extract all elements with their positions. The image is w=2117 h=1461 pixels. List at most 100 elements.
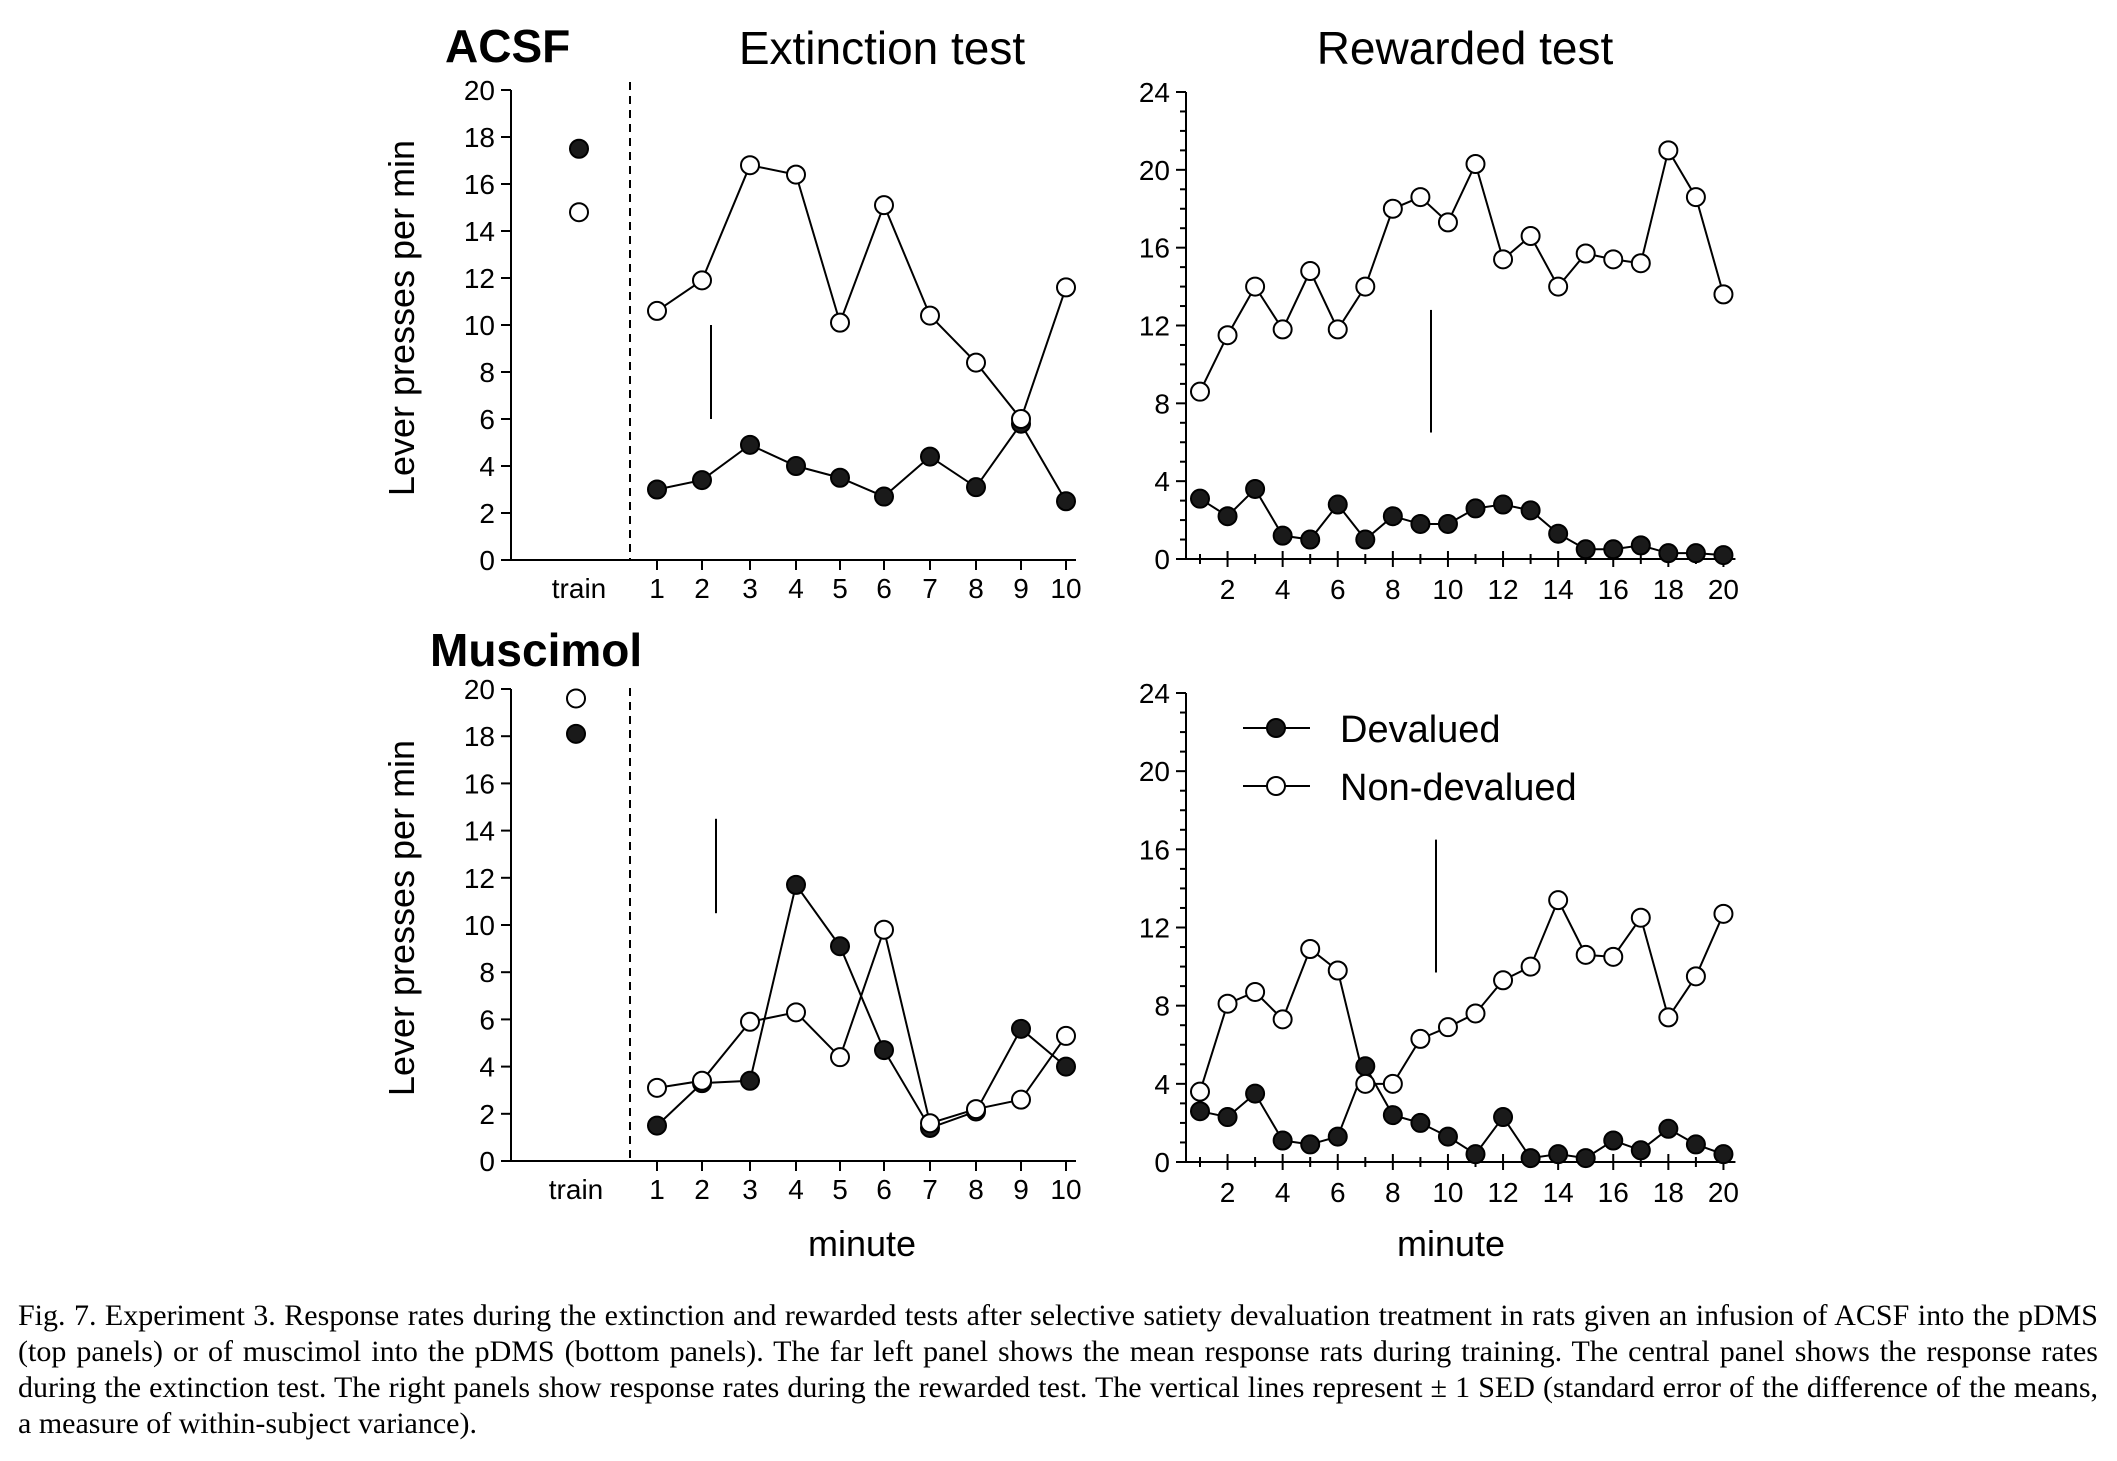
data-point-non-devalued xyxy=(1658,1007,1679,1028)
data-point-non-devalued xyxy=(1603,946,1624,967)
data-point-non-devalued xyxy=(1327,960,1348,981)
series-line-devalued xyxy=(656,882,1067,1130)
data-point-devalued xyxy=(1190,1101,1210,1122)
series-line-non-devalued xyxy=(656,926,1067,1125)
data-point-devalued xyxy=(786,874,806,895)
data-point-devalued xyxy=(1548,523,1569,544)
data-point-devalued xyxy=(1465,1144,1486,1165)
data-point-devalued xyxy=(647,479,667,500)
y-tick-label: 0 xyxy=(479,1146,495,1177)
x-tick-label: 7 xyxy=(922,573,938,604)
data-point-non-devalued xyxy=(1272,319,1293,340)
x-tick-label: 6 xyxy=(1330,1177,1346,1208)
data-point-non-devalued xyxy=(1520,225,1541,246)
figure-caption: Fig. 7. Experiment 3. Response rates dur… xyxy=(18,1299,2098,1440)
title-rewarded-test: Rewarded test xyxy=(1317,22,1614,74)
data-point-non-devalued xyxy=(874,919,894,940)
data-point-devalued xyxy=(1713,1144,1734,1165)
data-point-devalued xyxy=(874,486,894,507)
data-point-non-devalued xyxy=(874,195,894,216)
data-point-non-devalued xyxy=(1190,381,1210,402)
data-point-devalued xyxy=(1056,491,1076,512)
figure: ACSF Muscimol Extinction test Rewarded t… xyxy=(381,20,1739,1264)
data-point-non-devalued xyxy=(1493,970,1514,991)
x-tick-label: 4 xyxy=(788,1174,804,1205)
data-point-devalued xyxy=(1272,525,1293,546)
x-tick-label: 10 xyxy=(1432,574,1463,605)
data-point-devalued xyxy=(1272,1130,1293,1151)
x-tick-label: 6 xyxy=(1330,574,1346,605)
data-point-devalued xyxy=(1300,529,1321,550)
data-point-non-devalued xyxy=(786,1002,806,1023)
x-tick-label: 20 xyxy=(1708,574,1739,605)
legend: Devalued Non-devalued xyxy=(1243,709,1577,809)
x-axis-label-left: minute xyxy=(808,1223,916,1264)
x-tick-label: 8 xyxy=(1385,1177,1401,1208)
x-tick-label: 16 xyxy=(1598,1177,1629,1208)
data-point-devalued xyxy=(1190,488,1210,509)
data-point-non-devalued xyxy=(740,1011,760,1032)
y-tick-label: 0 xyxy=(1154,1147,1170,1178)
x-tick-label: 9 xyxy=(1013,573,1029,604)
y-axis-label-bottom: Lever presses per min xyxy=(381,740,422,1096)
data-point-devalued xyxy=(1327,1126,1348,1147)
y-tick-label: 10 xyxy=(464,910,495,941)
y-tick-label: 0 xyxy=(1154,544,1170,575)
y-tick-label: 12 xyxy=(464,863,495,894)
data-point-non-devalued xyxy=(647,300,667,321)
x-tick-label: 5 xyxy=(832,1174,848,1205)
data-point-non-devalued xyxy=(1465,1003,1486,1024)
data-point-devalued xyxy=(1493,494,1514,515)
data-point-devalued xyxy=(966,477,986,498)
y-tick-label: 20 xyxy=(1139,756,1170,787)
data-point-devalued xyxy=(1493,1107,1514,1128)
y-tick-label: 24 xyxy=(1139,678,1170,709)
data-point-non-devalued xyxy=(1437,212,1458,233)
title-extinction-test: Extinction test xyxy=(739,22,1026,74)
train-point-non-devalued xyxy=(569,202,589,223)
data-point-devalued xyxy=(1630,1140,1651,1161)
data-point-non-devalued xyxy=(1437,1017,1458,1038)
series-line-non-devalued xyxy=(1199,897,1725,1092)
x-tick-label: 4 xyxy=(788,573,804,604)
data-point-non-devalued xyxy=(1493,249,1514,270)
data-point-non-devalued xyxy=(1575,944,1596,965)
y-tick-label: 16 xyxy=(1139,834,1170,865)
x-tick-label: 14 xyxy=(1543,1177,1574,1208)
y-axis-label-top: Lever presses per min xyxy=(381,140,422,496)
data-point-devalued xyxy=(740,1070,760,1091)
data-point-non-devalued xyxy=(1465,153,1486,174)
y-tick-label: 6 xyxy=(479,404,495,435)
data-point-non-devalued xyxy=(920,1113,940,1134)
y-tick-label: 12 xyxy=(1139,311,1170,342)
x-tick-label: 3 xyxy=(742,573,758,604)
y-tick-label: 2 xyxy=(479,498,495,529)
data-point-non-devalued xyxy=(1685,187,1706,208)
y-tick-label: 18 xyxy=(464,721,495,752)
data-point-devalued xyxy=(830,467,850,488)
x-tick-label-train: train xyxy=(552,573,606,604)
data-point-non-devalued xyxy=(1630,907,1651,928)
data-point-devalued xyxy=(1685,1134,1706,1155)
y-tick-label: 8 xyxy=(479,957,495,988)
x-tick-label: 6 xyxy=(876,573,892,604)
data-point-non-devalued xyxy=(1603,249,1624,270)
data-point-non-devalued xyxy=(1520,956,1541,977)
x-tick-label: 7 xyxy=(922,1174,938,1205)
data-point-devalued xyxy=(830,936,850,957)
data-point-non-devalued xyxy=(830,1047,850,1068)
data-point-devalued xyxy=(1355,1056,1376,1077)
x-tick-label: 20 xyxy=(1708,1177,1739,1208)
legend-label-devalued: Devalued xyxy=(1340,709,1501,751)
data-point-devalued xyxy=(1011,1018,1031,1039)
data-point-devalued xyxy=(1437,1126,1458,1147)
x-tick-label: 10 xyxy=(1050,1174,1081,1205)
data-point-non-devalued xyxy=(692,1070,712,1091)
y-tick-label: 2 xyxy=(479,1099,495,1130)
y-tick-label: 6 xyxy=(479,1004,495,1035)
data-point-devalued xyxy=(647,1115,667,1136)
x-tick-label: 10 xyxy=(1050,573,1081,604)
data-point-devalued xyxy=(740,434,760,455)
series-line-devalued xyxy=(656,421,1067,502)
